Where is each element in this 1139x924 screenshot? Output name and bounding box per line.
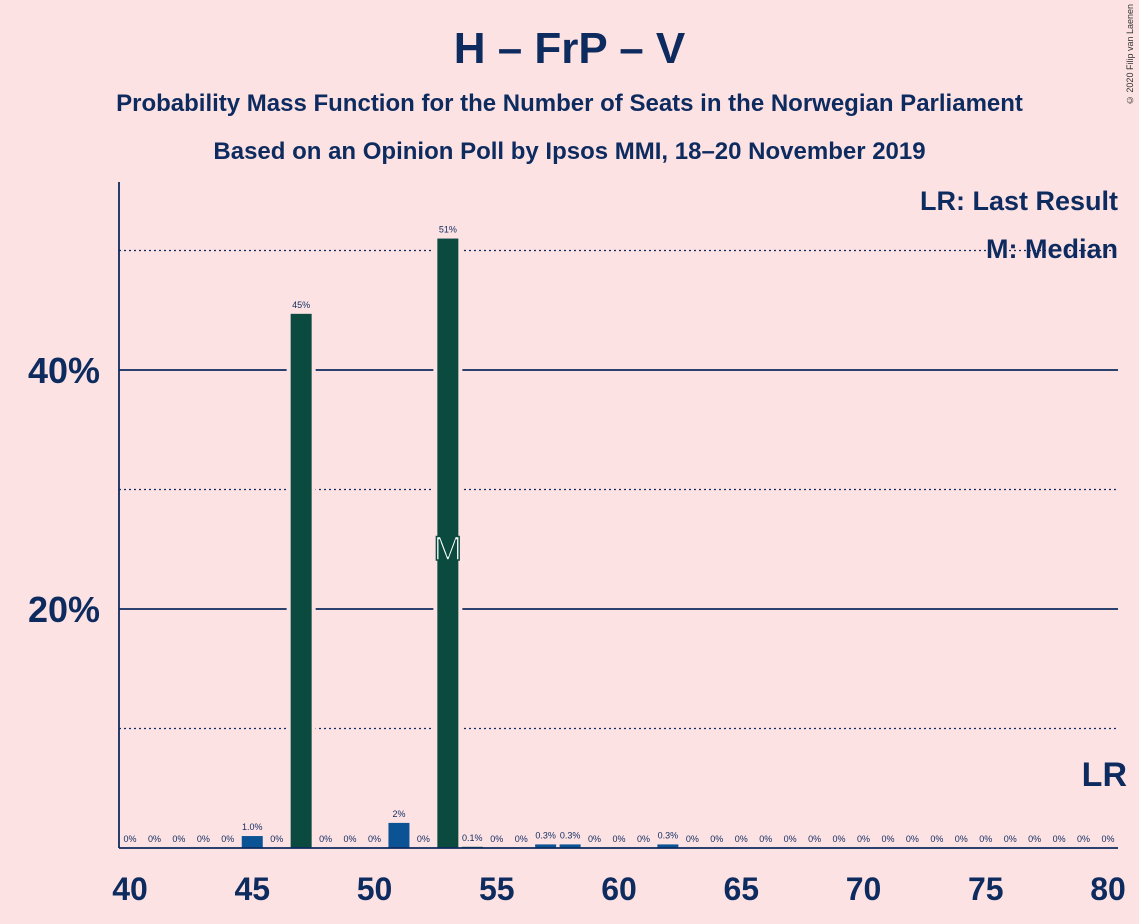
bar-label: 0% (417, 834, 430, 844)
x-tick-label: 80 (1090, 871, 1126, 907)
bar-seat-62 (657, 844, 679, 848)
bar-label: 0% (1004, 834, 1017, 844)
bar-label: 0.3% (560, 830, 581, 840)
bar-label: 0% (588, 834, 601, 844)
bar-label: 0% (148, 834, 161, 844)
bar-seat-45 (241, 836, 263, 848)
bar-seat-58 (559, 844, 581, 848)
bar-label: 0% (490, 834, 503, 844)
chart-subtitle-2: Based on an Opinion Poll by Ipsos MMI, 1… (213, 138, 926, 165)
x-tick-label: 75 (968, 871, 1004, 907)
bar-label: 0% (930, 834, 943, 844)
bar-label: 0% (857, 834, 870, 844)
bar-label: 0% (319, 834, 332, 844)
bar-label: 0% (686, 834, 699, 844)
y-tick-label: 20% (28, 589, 100, 630)
chart-title: H – FrP – V (453, 24, 686, 73)
x-tick-label: 55 (479, 871, 515, 907)
bar-label: 0% (906, 834, 919, 844)
bar-label: 0% (833, 834, 846, 844)
bar-label: 0% (1101, 834, 1114, 844)
bar-label: 0% (368, 834, 381, 844)
bar-label: 0% (515, 834, 528, 844)
x-tick-label: 70 (846, 871, 882, 907)
bar-label: 0% (735, 834, 748, 844)
chart-subtitle-1: Probability Mass Function for the Number… (116, 90, 1023, 117)
legend-last-result: LR: Last Result (920, 186, 1118, 216)
bar-label: 2% (392, 809, 405, 819)
bar-labels: 0% 0% 0% 0% 0% 1.0% 0% 45% 0% 0% 0% 2% 0% 51% 0.1% 0% 0%… (123, 225, 1114, 844)
tick-labels: 40 45 50 55 60 65 70 75 80 20% 40% (28, 350, 1126, 907)
bar-label: 0% (1053, 834, 1066, 844)
bar-label: 0% (123, 834, 136, 844)
bar-label: 0% (637, 834, 650, 844)
bar-label: 0% (979, 834, 992, 844)
legend-median: M: Median (986, 234, 1118, 264)
axes (118, 182, 1118, 849)
x-tick-label: 50 (357, 871, 393, 907)
bar-label: 0% (784, 834, 797, 844)
bar-label: 0% (955, 834, 968, 844)
x-tick-label: 40 (112, 871, 148, 907)
bar-label: 0% (1028, 834, 1041, 844)
bar-label: 0% (612, 834, 625, 844)
median-marker: M (434, 530, 462, 568)
bar-label: 51% (439, 225, 457, 235)
markers: M LR (433, 529, 1127, 794)
bar-label: 0.3% (658, 830, 679, 840)
bar-label: 0% (221, 834, 234, 844)
y-tick-label: 40% (28, 350, 100, 391)
bars (241, 238, 679, 849)
x-tick-label: 45 (234, 871, 270, 907)
last-result-marker: LR (1082, 756, 1127, 794)
bar-label: 0% (344, 834, 357, 844)
bar-label: 1.0% (242, 822, 263, 832)
bar-seat-47 (290, 313, 312, 849)
bar-label: 0% (1077, 834, 1090, 844)
bar-label: 45% (292, 300, 310, 310)
bar-label: 0% (759, 834, 772, 844)
bar-label: 0% (172, 834, 185, 844)
x-tick-label: 60 (601, 871, 637, 907)
bar-label: 0% (881, 834, 894, 844)
bar-seat-57 (535, 844, 557, 848)
bar-seat-51 (388, 822, 410, 848)
bar-label: 0.3% (535, 830, 556, 840)
bar-label: 0% (808, 834, 821, 844)
bar-label: 0% (270, 834, 283, 844)
bar-seat-53 (437, 238, 459, 849)
gridlines (119, 249, 1118, 730)
bar-label: 0% (710, 834, 723, 844)
bar-label: 0% (197, 834, 210, 844)
x-tick-label: 65 (723, 871, 759, 907)
bar-label: 0.1% (462, 833, 483, 843)
